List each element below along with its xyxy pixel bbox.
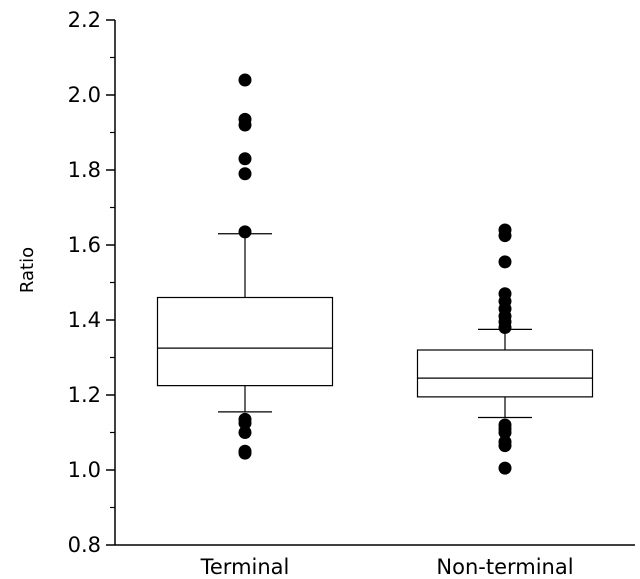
box-terminal: [156, 73, 334, 460]
outlier-point: [498, 321, 512, 334]
y-tick-label: 1.2: [68, 383, 101, 407]
outlier-point: [498, 439, 512, 453]
outlier-point: [498, 426, 512, 439]
box-non-terminal: [416, 223, 594, 475]
y-tick-label: 1.6: [68, 233, 101, 257]
y-tick-label: 1.8: [68, 158, 101, 182]
outlier-point: [498, 255, 512, 269]
outlier-point: [498, 461, 512, 475]
y-tick-label: 1.0: [68, 458, 101, 482]
outlier-point: [498, 229, 512, 243]
outlier-point: [238, 118, 252, 132]
outlier-point: [238, 426, 252, 439]
y-tick-label: 1.4: [68, 308, 101, 332]
iqr-box: [156, 296, 334, 387]
iqr-box: [416, 349, 594, 398]
outlier-point: [238, 73, 252, 87]
x-category-label: Non-terminal: [436, 555, 573, 579]
y-tick-label: 0.8: [68, 533, 101, 557]
y-axis-ticks: 0.8 1.0 1.2 1.4 1.6 1.8 2.0 2.2: [68, 8, 115, 557]
outlier-point: [238, 225, 252, 239]
outlier-point: [238, 416, 252, 430]
boxes: [156, 73, 594, 475]
outlier-point: [238, 167, 252, 181]
outlier-point: [238, 152, 252, 166]
outlier-point: [238, 446, 252, 460]
y-tick-label: 2.0: [68, 83, 101, 107]
y-tick-label: 2.2: [68, 8, 101, 32]
x-category-label: Terminal: [200, 555, 290, 579]
y-axis-title: Ratio: [17, 247, 38, 293]
x-axis-labels: Terminal Non-terminal: [200, 555, 574, 579]
